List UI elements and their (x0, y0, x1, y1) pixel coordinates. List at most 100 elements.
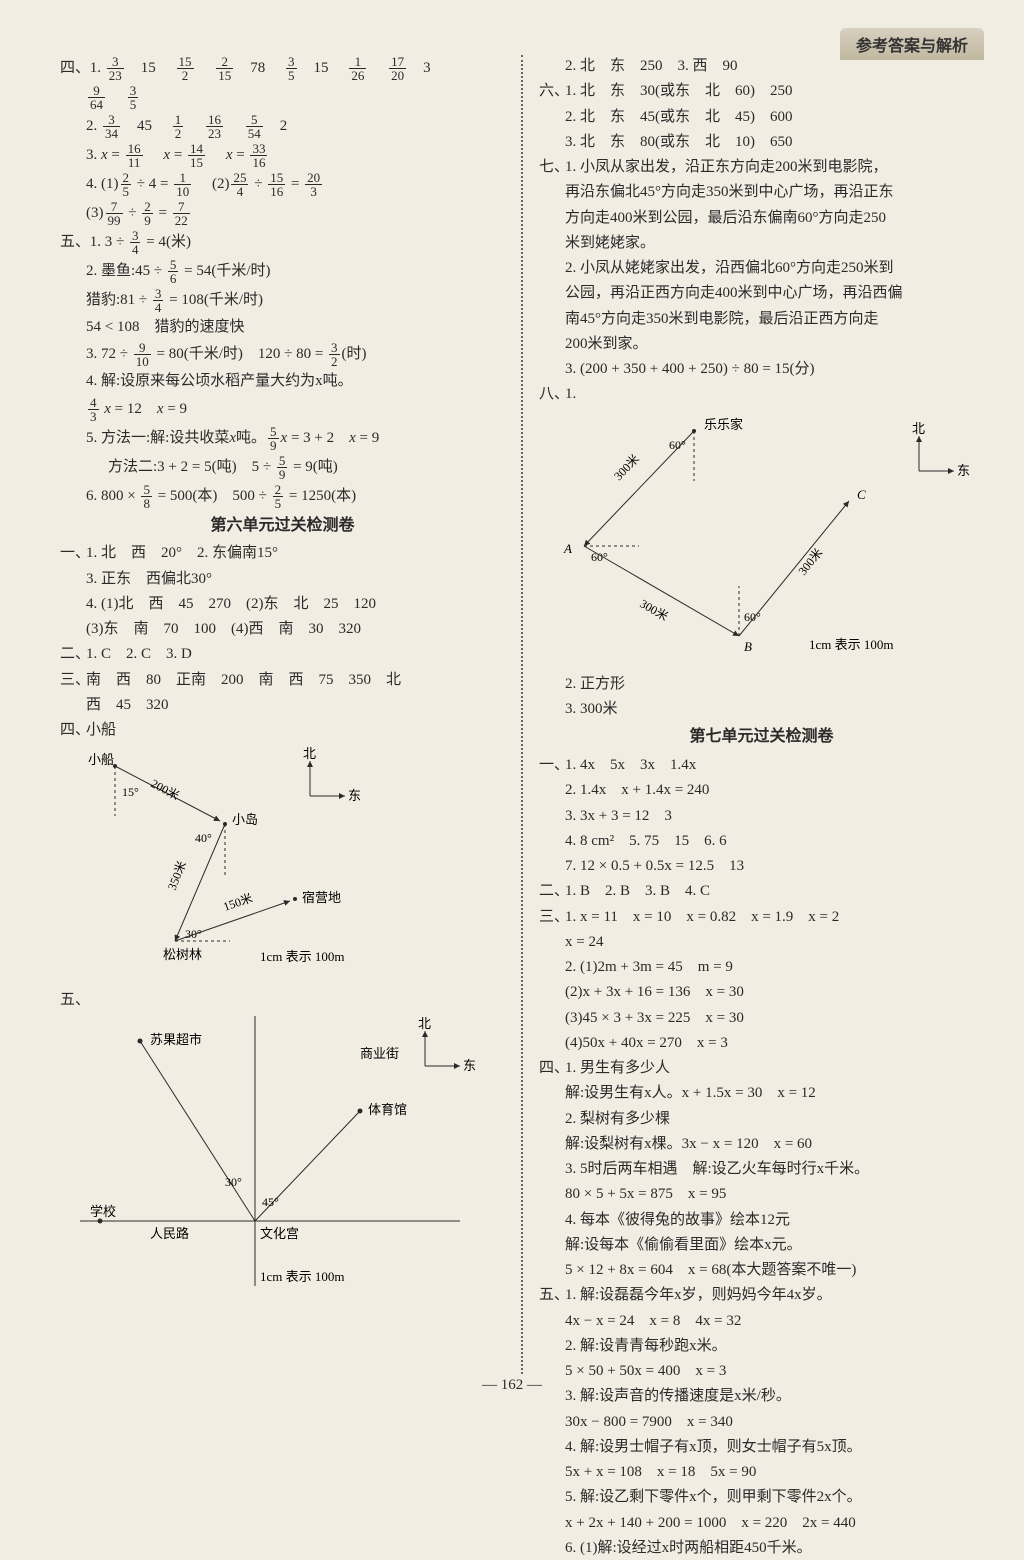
r-6-l2: 2. 北 东 45(或东 北 45) 600 (539, 106, 984, 129)
u7-4-l4a: 4. 每本《彼得兔的故事》绘本12元 (539, 1209, 984, 1232)
label-u6-5: 五、 (60, 989, 86, 1012)
r-8-l3: 3. 300米 (539, 698, 984, 721)
svg-text:商业街: 商业街 (360, 1046, 399, 1061)
u7-5-l4a: 4. 解:设男士帽子有x顶，则女士帽子有5x顶。 (539, 1436, 984, 1459)
svg-text:1cm 表示 100m: 1cm 表示 100m (809, 637, 894, 652)
u7-4-l2a: 2. 梨树有多少棵 (539, 1108, 984, 1131)
u7-3-l2a: 2. (1)2m + 3m = 45 m = 9 (539, 956, 984, 979)
page-body: 四、 1. 323 15 152 215 78 35 15 126 1720 3… (60, 55, 984, 1374)
label-u6-2: 二、 (60, 643, 86, 666)
u7-1-l2: 2. 1.4x x + 1.4x = 240 (539, 779, 984, 802)
u7-1-l3: 3. 3x + 3 = 12 3 (539, 805, 984, 828)
svg-text:东: 东 (463, 1058, 476, 1073)
s5-l2c: 54 < 108 猎豹的速度快 (60, 316, 505, 339)
u6-1-l1: 一、1. 北 西 20° 2. 东偏南15° (60, 542, 505, 565)
s4-l4b: (3)799 ÷ 29 = 722 (60, 200, 505, 227)
s5-l5b: 方法二:3 + 2 = 5(吨) 5 ÷ 59 = 9(吨) (60, 454, 505, 481)
svg-text:乐乐家: 乐乐家 (704, 417, 743, 432)
svg-text:C: C (857, 487, 866, 502)
label-u7-3: 三、 (539, 906, 565, 929)
s4-l4a: 4. (1)25 ÷ 4 = 110 (2)254 ÷ 1516 = 203 (60, 171, 505, 198)
u7-3-l2c: (3)45 × 3 + 3x = 225 x = 30 (539, 1007, 984, 1030)
s4-2-pre: 2. (86, 118, 97, 134)
u7-4-1a: 1. 男生有多少人 (565, 1060, 670, 1076)
u6-1-l4a: 4. (1)北 西 45 270 (2)东 北 25 120 (60, 593, 505, 616)
u7-1-l7: 7. 12 × 0.5 + 0.5x = 12.5 13 (539, 855, 984, 878)
u7-1-l1: 一、1. 4x 5x 3x 1.4x (539, 754, 984, 777)
s4-l3: 3. x = 1611 x = 1415 x = 3316 (60, 142, 505, 169)
u7-2: 二、1. B 2. B 3. B 4. C (539, 880, 984, 903)
u7-5-l5b: x + 2x + 140 + 200 = 1000 x = 220 2x = 4… (539, 1512, 984, 1535)
label-u6-1: 一、 (60, 542, 86, 565)
s4-1-pre: 1. (90, 60, 101, 76)
svg-text:15°: 15° (122, 785, 139, 799)
r-6-l1: 六、1. 北 东 30(或东 北 60) 250 (539, 80, 984, 103)
u6-4: 四、小船 (60, 719, 505, 742)
r8-1: 1. (565, 386, 576, 402)
u6-2: 二、1. C 2. C 3. D (60, 643, 505, 666)
r-8-l2: 2. 正方形 (539, 673, 984, 696)
r71a: 1. 小凤从家出发，沿正东方向走200米到电影院， (565, 159, 888, 175)
left-column: 四、 1. 323 15 152 215 78 35 15 126 1720 3… (60, 55, 505, 1374)
s5-l4b: 43 x = 12 x = 9 (60, 396, 505, 423)
u7-5-l6: 6. (1)解:设经过x时两船相距450千米。 (539, 1537, 984, 1560)
page-number: — 162 — (0, 1377, 1024, 1394)
r-7-l2d: 200米到家。 (539, 333, 984, 356)
svg-text:60°: 60° (669, 438, 686, 452)
r-6-l3: 3. 北 东 80(或东 北 10) 650 (539, 131, 984, 154)
svg-text:学校: 学校 (90, 1204, 116, 1219)
s4-l1: 四、 1. 323 15 152 215 78 35 15 126 1720 3 (60, 55, 505, 82)
label-u7-1: 一、 (539, 754, 565, 777)
r-8-l1: 八、1. (539, 383, 984, 406)
unit6-title: 第六单元过关检测卷 (60, 514, 505, 539)
u7-1-1: 1. 4x 5x 3x 1.4x (565, 757, 696, 773)
svg-text:45°: 45° (262, 1195, 279, 1209)
diagram-street: 北 东 苏果超市 商业街 体育馆 30° 45° 学校 人民路 文化宫 1cm … (60, 1016, 505, 1304)
svg-text:A: A (563, 541, 572, 556)
s4-l2: 2. 334 45 12 1623 554 2 (60, 113, 505, 140)
svg-text:1cm 表示 100m: 1cm 表示 100m (260, 949, 345, 964)
svg-text:30°: 30° (225, 1175, 242, 1189)
u7-3-l2b: (2)x + 3x + 16 = 136 x = 30 (539, 981, 984, 1004)
label-5: 五、 (60, 231, 86, 254)
r-7-l2a: 2. 小凤从姥姥家出发，沿西偏北60°方向走250米到 (539, 257, 984, 280)
svg-text:宿营地: 宿营地 (302, 890, 341, 905)
svg-text:苏果超市: 苏果超市 (150, 1032, 202, 1047)
svg-text:B: B (744, 639, 752, 654)
svg-text:200米: 200米 (149, 777, 182, 803)
svg-text:松树林: 松树林 (163, 947, 202, 962)
u7-4-l1b: 解:设男生有x人。x + 1.5x = 30 x = 12 (539, 1082, 984, 1105)
column-divider (521, 55, 523, 1374)
svg-text:北: 北 (912, 421, 925, 436)
u7-4-l3a: 3. 5时后两车相遇 解:设乙火车每时行x千米。 (539, 1158, 984, 1181)
u6-3-l1: 三、南 西 80 正南 200 南 西 75 350 北 (60, 669, 505, 692)
r-7-l1a: 七、1. 小凤从家出发，沿正东方向走200米到电影院， (539, 156, 984, 179)
u6-4-l: 小船 (86, 722, 116, 738)
u7-5-l2a: 2. 解:设青青每秒跑x米。 (539, 1335, 984, 1358)
u7-5-l3b: 30x − 800 = 7900 x = 340 (539, 1411, 984, 1434)
svg-text:1cm 表示 100m: 1cm 表示 100m (260, 1269, 345, 1284)
svg-text:东: 东 (348, 788, 361, 803)
r-7-l3: 3. (200 + 350 + 400 + 250) ÷ 80 = 15(分) (539, 358, 984, 381)
u7-3-1: 1. x = 11 x = 10 x = 0.82 x = 1.9 x = 2 (565, 909, 839, 925)
label-r7: 七、 (539, 156, 565, 179)
u7-4-l4c: 5 × 12 + 8x = 604 x = 68(本大题答案不唯一) (539, 1259, 984, 1282)
diagram-boat-svg: 北 东 小船 200米 15° 小岛 40° 350米 松树林 (60, 746, 480, 976)
u6-1-l4b: (3)东 南 70 100 (4)西 南 30 320 (60, 618, 505, 641)
svg-text:150米: 150米 (221, 891, 254, 914)
u7-2-l: 1. B 2. B 3. B 4. C (565, 883, 710, 899)
r-7-l2b: 公园，再沿正西方向走400米到中心广场，再沿西偏 (539, 282, 984, 305)
u7-5-l1b: 4x − x = 24 x = 8 4x = 32 (539, 1310, 984, 1333)
u7-3-l1b: x = 24 (539, 931, 984, 954)
svg-text:小岛: 小岛 (232, 812, 258, 827)
svg-text:30°: 30° (185, 927, 202, 941)
diagram-street-svg: 北 东 苏果超市 商业街 体育馆 30° 45° 学校 人民路 文化宫 1cm … (60, 1016, 480, 1296)
u7-5-1a: 1. 解:设磊磊今年x岁，则妈妈今年4x岁。 (565, 1287, 832, 1303)
u6-1-1: 1. 北 西 20° 2. 东偏南15° (86, 545, 278, 561)
u7-5-l5a: 5. 解:设乙剩下零件x个，则甲剩下零件2x个。 (539, 1486, 984, 1509)
r61: 1. 北 东 30(或东 北 60) 250 (565, 83, 793, 99)
label-u6-4: 四、 (60, 719, 86, 742)
u7-4-l4b: 解:设每本《偷偷看里面》绘本x元。 (539, 1234, 984, 1257)
label-r6: 六、 (539, 80, 565, 103)
label-4: 四、 (60, 57, 86, 80)
